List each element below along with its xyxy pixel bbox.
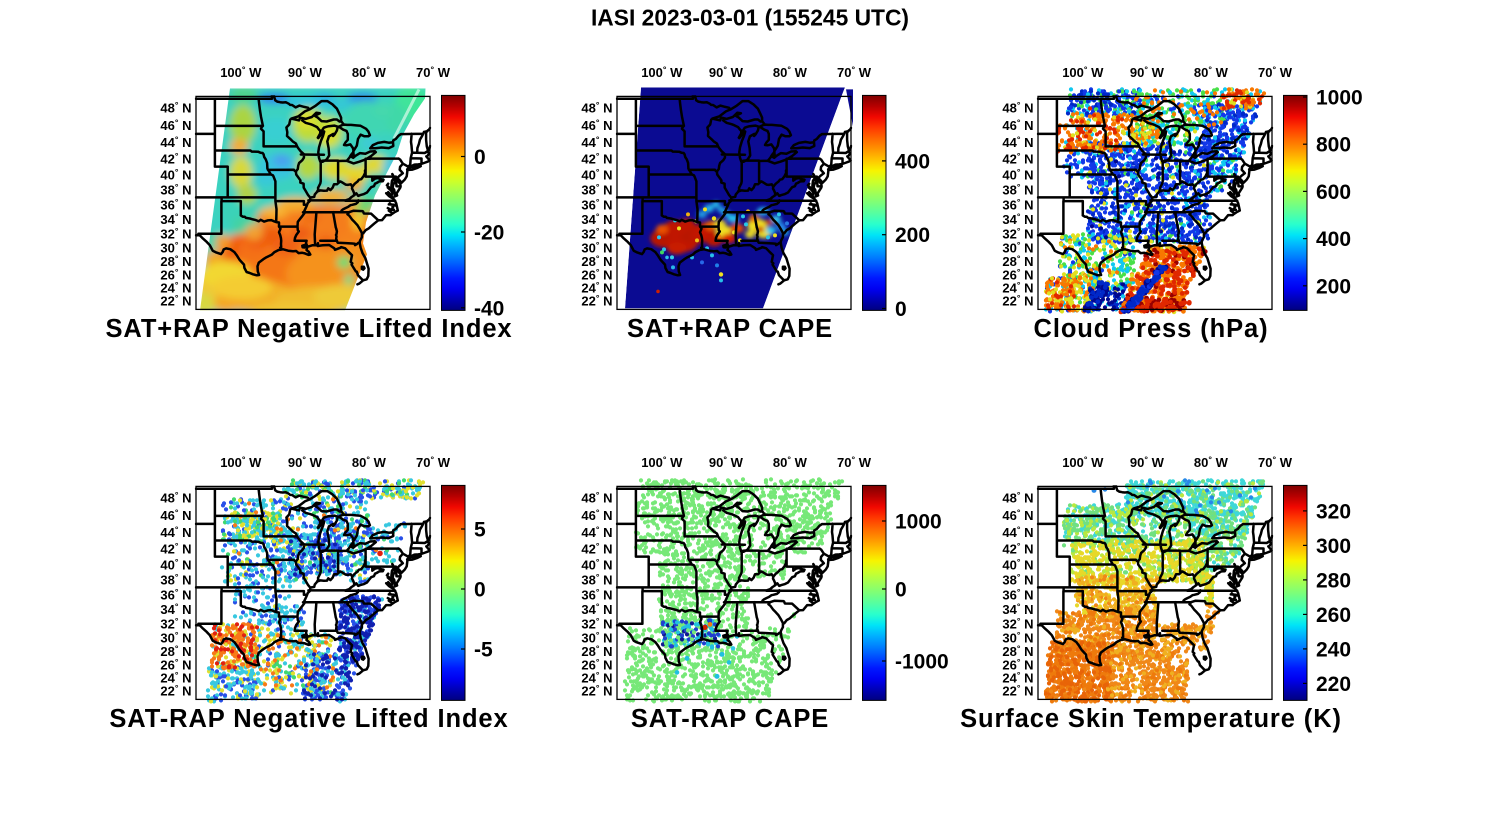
svg-text:26° N: 26° N: [160, 267, 191, 283]
svg-text:28° N: 28° N: [160, 254, 191, 270]
svg-text:200: 200: [1316, 275, 1351, 298]
svg-text:34° N: 34° N: [581, 212, 612, 228]
svg-text:28° N: 28° N: [581, 254, 612, 270]
svg-text:40° N: 40° N: [160, 167, 191, 183]
svg-text:-20: -20: [474, 222, 504, 245]
svg-text:22° N: 22° N: [581, 293, 612, 309]
svg-text:26° N: 26° N: [581, 267, 612, 283]
svg-text:36° N: 36° N: [1002, 197, 1033, 213]
svg-text:22° N: 22° N: [1002, 293, 1033, 309]
svg-text:36° N: 36° N: [581, 197, 612, 213]
svg-text:80° W: 80° W: [773, 64, 808, 80]
svg-text:38° N: 38° N: [160, 182, 191, 198]
svg-text:38° N: 38° N: [581, 182, 612, 198]
svg-text:46° N: 46° N: [1002, 118, 1033, 134]
svg-text:44° N: 44° N: [581, 135, 612, 151]
svg-text:0: 0: [474, 146, 486, 169]
svg-text:48° N: 48° N: [1002, 100, 1033, 116]
svg-text:42° N: 42° N: [1002, 151, 1033, 167]
svg-text:30° N: 30° N: [581, 240, 612, 256]
svg-text:70° W: 70° W: [837, 64, 872, 80]
svg-text:70° W: 70° W: [1258, 64, 1293, 80]
svg-text:32° N: 32° N: [160, 226, 191, 242]
svg-text:90° W: 90° W: [288, 64, 323, 80]
svg-text:44° N: 44° N: [1002, 135, 1033, 151]
svg-text:34° N: 34° N: [160, 212, 191, 228]
svg-text:0: 0: [895, 298, 907, 321]
svg-text:30° N: 30° N: [160, 240, 191, 256]
svg-text:Cloud Press (hPa): Cloud Press (hPa): [1034, 315, 1269, 343]
svg-text:IASI 2023-03-01 (155245 UTC): IASI 2023-03-01 (155245 UTC): [591, 5, 909, 31]
svg-text:42° N: 42° N: [160, 151, 191, 167]
svg-text:80° W: 80° W: [352, 64, 387, 80]
svg-text:70° W: 70° W: [416, 64, 451, 80]
svg-text:SAT+RAP CAPE: SAT+RAP CAPE: [627, 315, 833, 343]
svg-text:600: 600: [1316, 181, 1351, 204]
svg-text:36° N: 36° N: [160, 197, 191, 213]
svg-text:80° W: 80° W: [1194, 64, 1229, 80]
svg-text:200: 200: [895, 224, 930, 247]
svg-text:46° N: 46° N: [160, 118, 191, 134]
svg-text:24° N: 24° N: [581, 280, 612, 296]
svg-text:-40: -40: [474, 297, 504, 320]
svg-text:22° N: 22° N: [160, 293, 191, 309]
svg-text:40° N: 40° N: [1002, 167, 1033, 183]
svg-text:48° N: 48° N: [160, 100, 191, 116]
svg-text:40° N: 40° N: [581, 167, 612, 183]
svg-text:400: 400: [895, 150, 930, 173]
svg-text:800: 800: [1316, 134, 1351, 157]
svg-text:44° N: 44° N: [160, 135, 191, 151]
svg-text:90° W: 90° W: [709, 64, 744, 80]
svg-text:100° W: 100° W: [1062, 64, 1104, 80]
svg-text:100° W: 100° W: [220, 64, 262, 80]
svg-text:46° N: 46° N: [581, 118, 612, 134]
svg-text:24° N: 24° N: [160, 280, 191, 296]
svg-text:32° N: 32° N: [581, 226, 612, 242]
svg-text:100° W: 100° W: [641, 64, 683, 80]
svg-text:400: 400: [1316, 228, 1351, 251]
svg-text:34° N: 34° N: [1002, 212, 1033, 228]
svg-text:SAT+RAP Negative Lifted Index: SAT+RAP Negative Lifted Index: [105, 315, 512, 343]
svg-text:38° N: 38° N: [1002, 182, 1033, 198]
svg-text:48° N: 48° N: [581, 100, 612, 116]
svg-text:42° N: 42° N: [581, 151, 612, 167]
svg-text:90° W: 90° W: [1130, 64, 1165, 80]
svg-text:1000: 1000: [1316, 87, 1363, 110]
